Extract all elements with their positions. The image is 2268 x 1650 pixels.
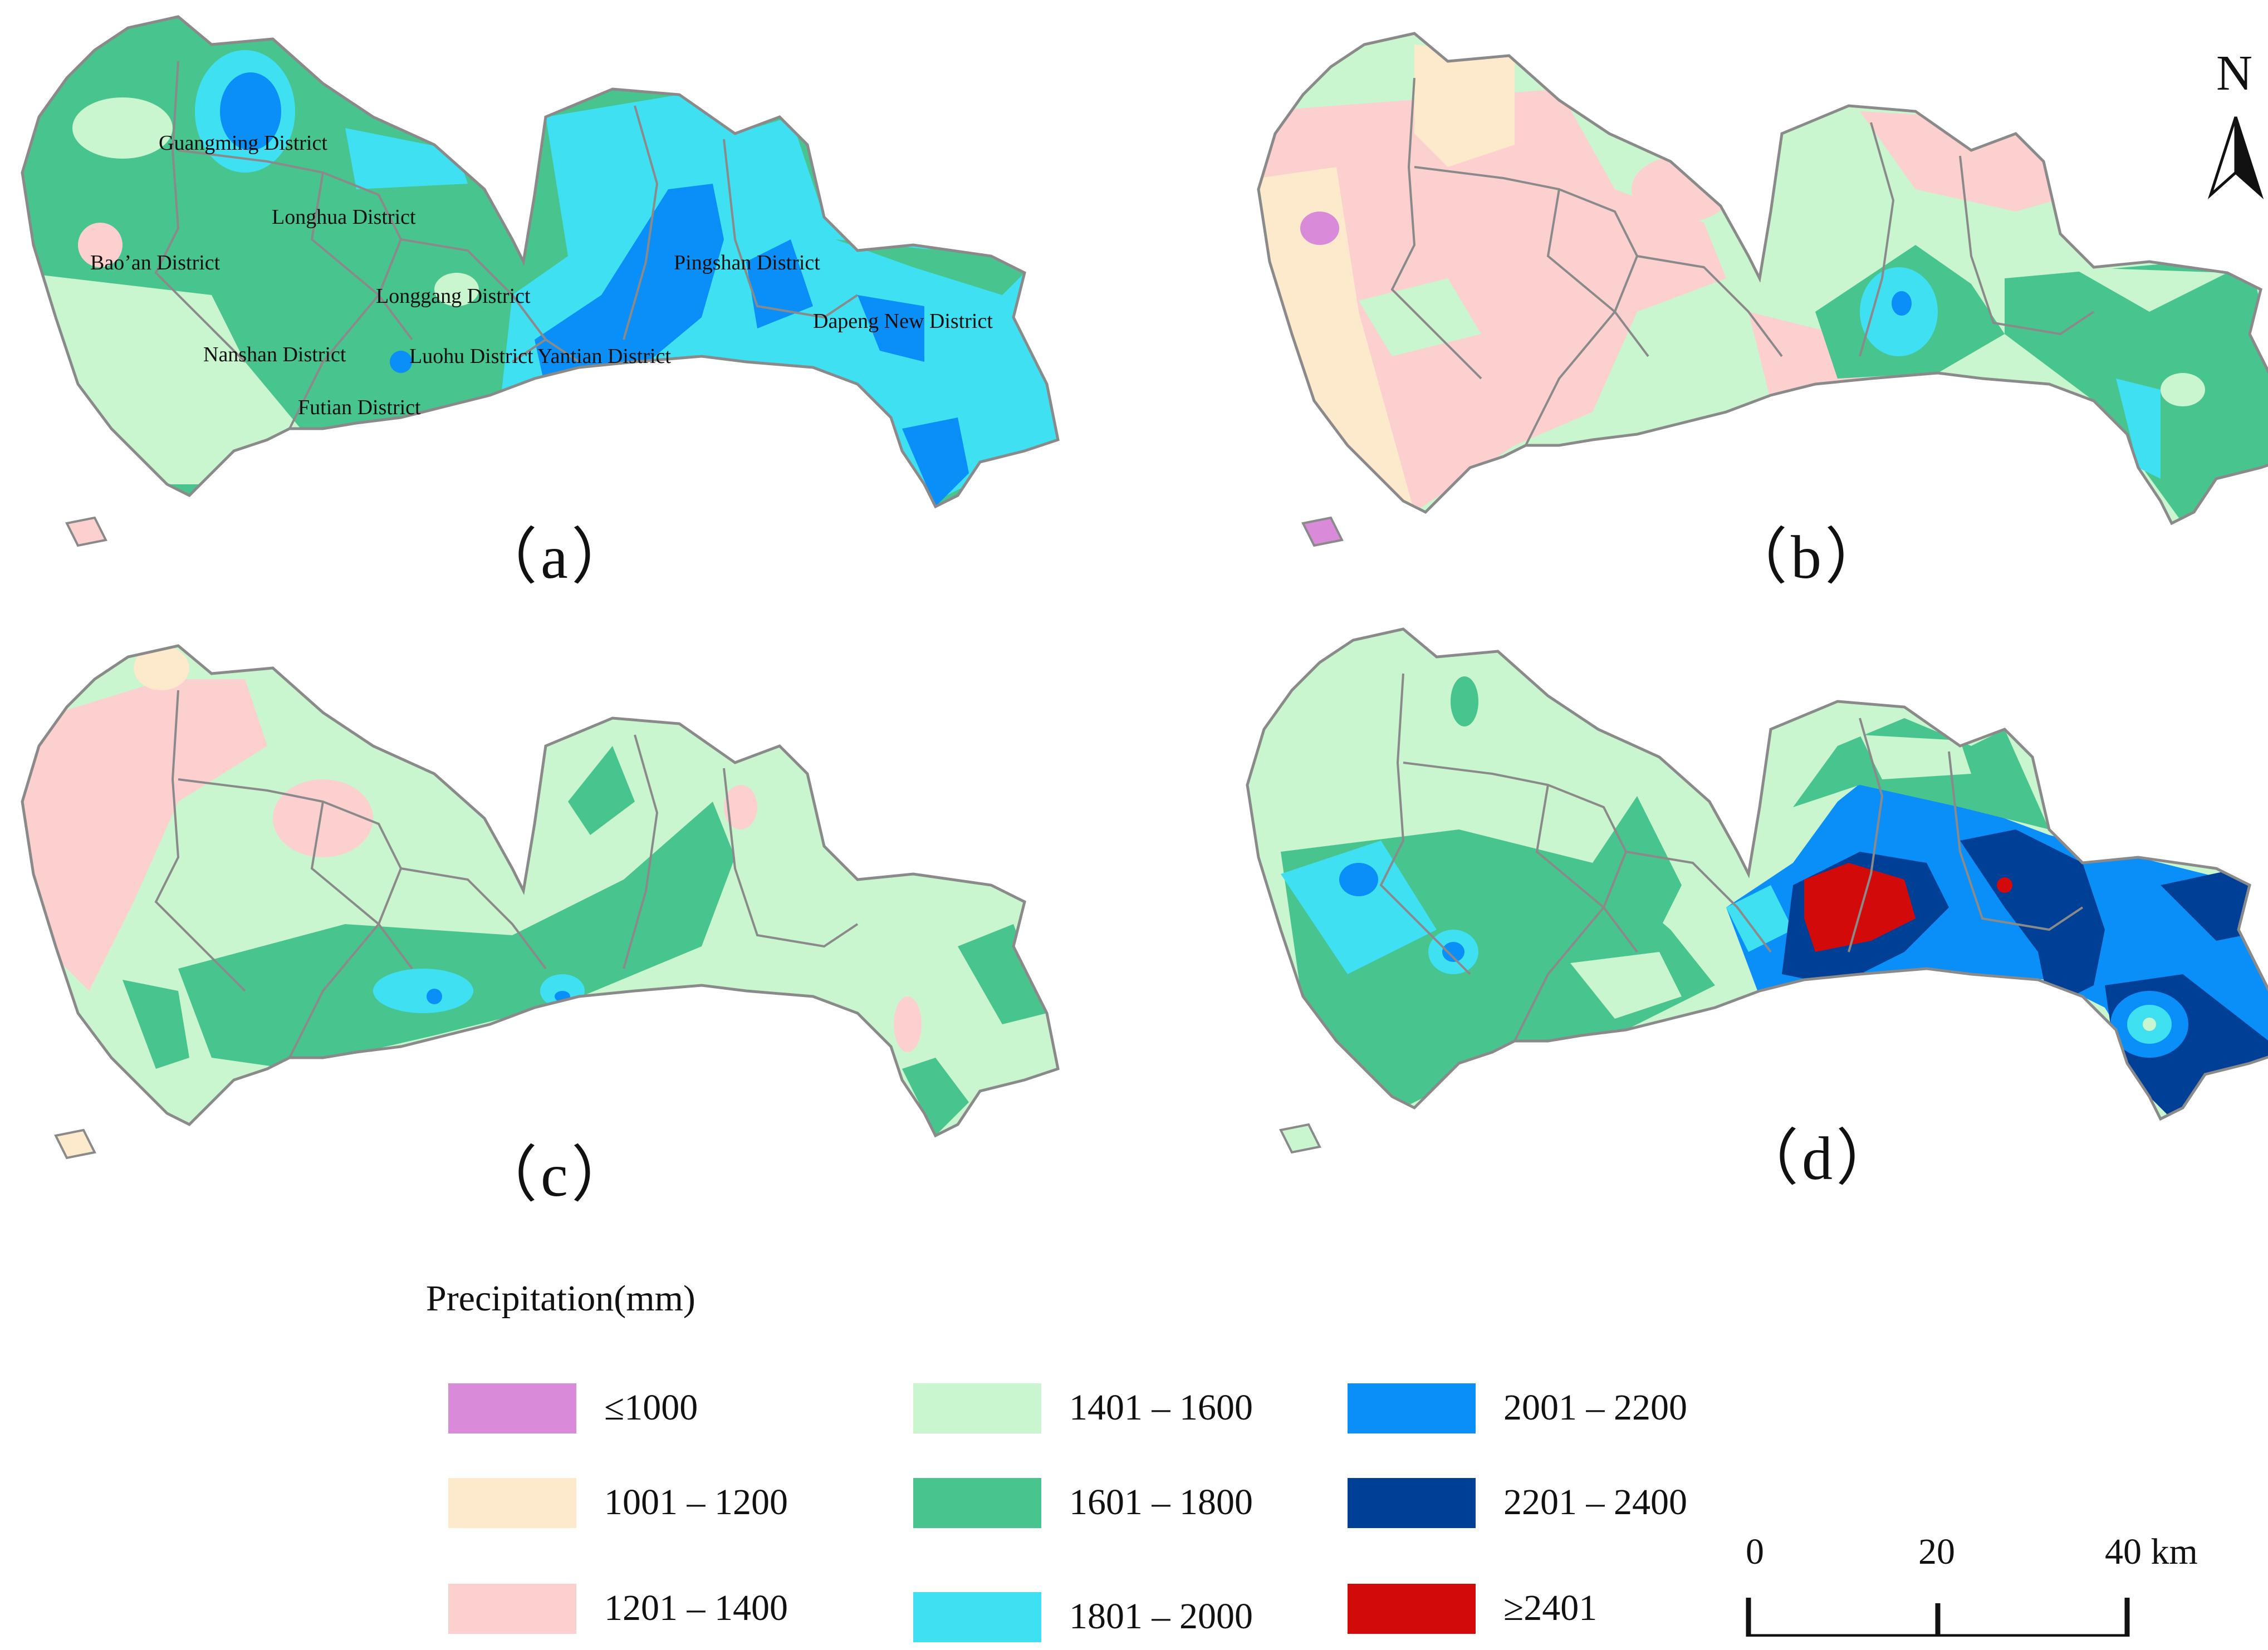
scale-label-40: 40 km <box>2105 1531 2198 1572</box>
panel-label-a: （a） <box>476 523 636 591</box>
map-panel-b: （b） <box>1247 22 2268 591</box>
map-panel-d: （d） <box>1236 618 2268 1192</box>
legend-label: 2201 – 2400 <box>1503 1482 1687 1523</box>
city-boundary <box>21 644 1060 1138</box>
precipitation-map-d <box>1246 627 2268 1154</box>
legend-swatch <box>448 1584 576 1634</box>
district-boundaries <box>154 61 859 429</box>
district-label-yantian: Yantian District <box>537 345 671 368</box>
legend-swatch <box>1348 1478 1476 1528</box>
map-panel-a: Guangming District Longhua District Bao’… <box>11 6 1097 591</box>
legend-swatch <box>913 1592 1041 1642</box>
panel-label-b: （b） <box>1726 523 1889 591</box>
legend-label: ≤1000 <box>604 1387 698 1428</box>
district-label-futian: Futian District <box>298 396 421 419</box>
legend-swatch <box>1348 1383 1476 1433</box>
north-arrow-icon <box>2207 116 2264 199</box>
district-label-longhua: Longhua District <box>272 205 416 229</box>
district-boundaries <box>154 690 859 1058</box>
legend-label: ≥2401 <box>1503 1588 1598 1628</box>
north-label: N <box>2216 46 2252 101</box>
scale-bar <box>1746 1598 2130 1637</box>
city-boundary <box>1257 32 2268 526</box>
map-panel-c: （c） <box>11 635 1097 1209</box>
legend-label: 1001 – 1200 <box>604 1482 788 1523</box>
precipitation-map-c <box>21 644 1060 1160</box>
legend-swatch <box>448 1383 576 1433</box>
legend-label: 1801 – 2000 <box>1069 1596 1253 1637</box>
district-label-longgang: Longgang District <box>376 284 531 308</box>
legend-swatch <box>913 1478 1041 1528</box>
legend-title: Precipitation(mm) <box>426 1278 695 1319</box>
precipitation-map-a <box>21 15 1060 547</box>
precipitation-map-b <box>1257 32 2268 547</box>
city-boundary <box>21 15 1060 509</box>
legend-label: 2001 – 2200 <box>1503 1387 1687 1428</box>
district-label-nanshan: Nanshan District <box>203 343 346 366</box>
scale-label-0: 0 <box>1746 1531 1764 1572</box>
legend-label: 1601 – 1800 <box>1069 1482 1253 1523</box>
district-label-pingshan: Pingshan District <box>674 251 820 274</box>
district-label-luohu: Luohu District <box>409 345 533 368</box>
panel-label-d: （d） <box>1737 1124 1900 1192</box>
city-boundary <box>1246 627 2268 1121</box>
district-label-dapeng: Dapeng New District <box>813 310 993 333</box>
legend-label: 1201 – 1400 <box>604 1588 788 1628</box>
legend-swatch <box>1348 1584 1476 1634</box>
scale-label-20: 20 <box>1918 1531 1955 1572</box>
legend-label: 1401 – 1600 <box>1069 1387 1253 1428</box>
district-label-guangming: Guangming District <box>159 131 327 155</box>
legend-swatch <box>448 1478 576 1528</box>
legend-swatch <box>913 1383 1041 1433</box>
district-label-baoan: Bao’an District <box>90 251 221 274</box>
panel-label-c: （c） <box>476 1141 636 1209</box>
district-boundaries <box>1379 673 2084 1042</box>
district-boundaries <box>1390 77 2095 446</box>
